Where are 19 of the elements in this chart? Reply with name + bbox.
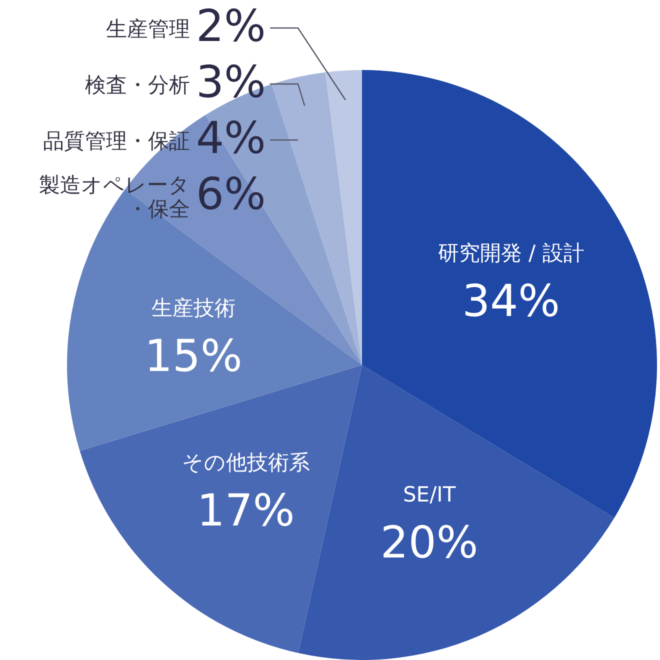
data-label: 3%	[196, 57, 266, 108]
pie-slice	[362, 70, 657, 518]
slice-label: その他技術系	[182, 450, 310, 475]
data-label: 17%	[196, 486, 295, 537]
pie-slice	[272, 72, 362, 365]
data-label: 2%	[196, 1, 266, 52]
slice-label: SE/IT	[402, 482, 456, 506]
slice-label: 検査・分析	[85, 73, 190, 97]
slice-label: 研究開発 / 設計	[438, 240, 584, 265]
pie-slice	[325, 70, 362, 365]
data-label: 6%	[196, 169, 266, 220]
data-label: 4%	[196, 113, 266, 164]
slice-label: 製造オペレータ・保全	[39, 173, 190, 221]
slice-label: 生産技術	[151, 296, 236, 320]
data-label: 34%	[462, 276, 560, 327]
slice-label: 生産管理	[106, 17, 190, 41]
slice-label: 品質管理・保証	[43, 129, 190, 153]
data-label: 20%	[380, 517, 478, 568]
data-label: 15%	[144, 330, 242, 382]
